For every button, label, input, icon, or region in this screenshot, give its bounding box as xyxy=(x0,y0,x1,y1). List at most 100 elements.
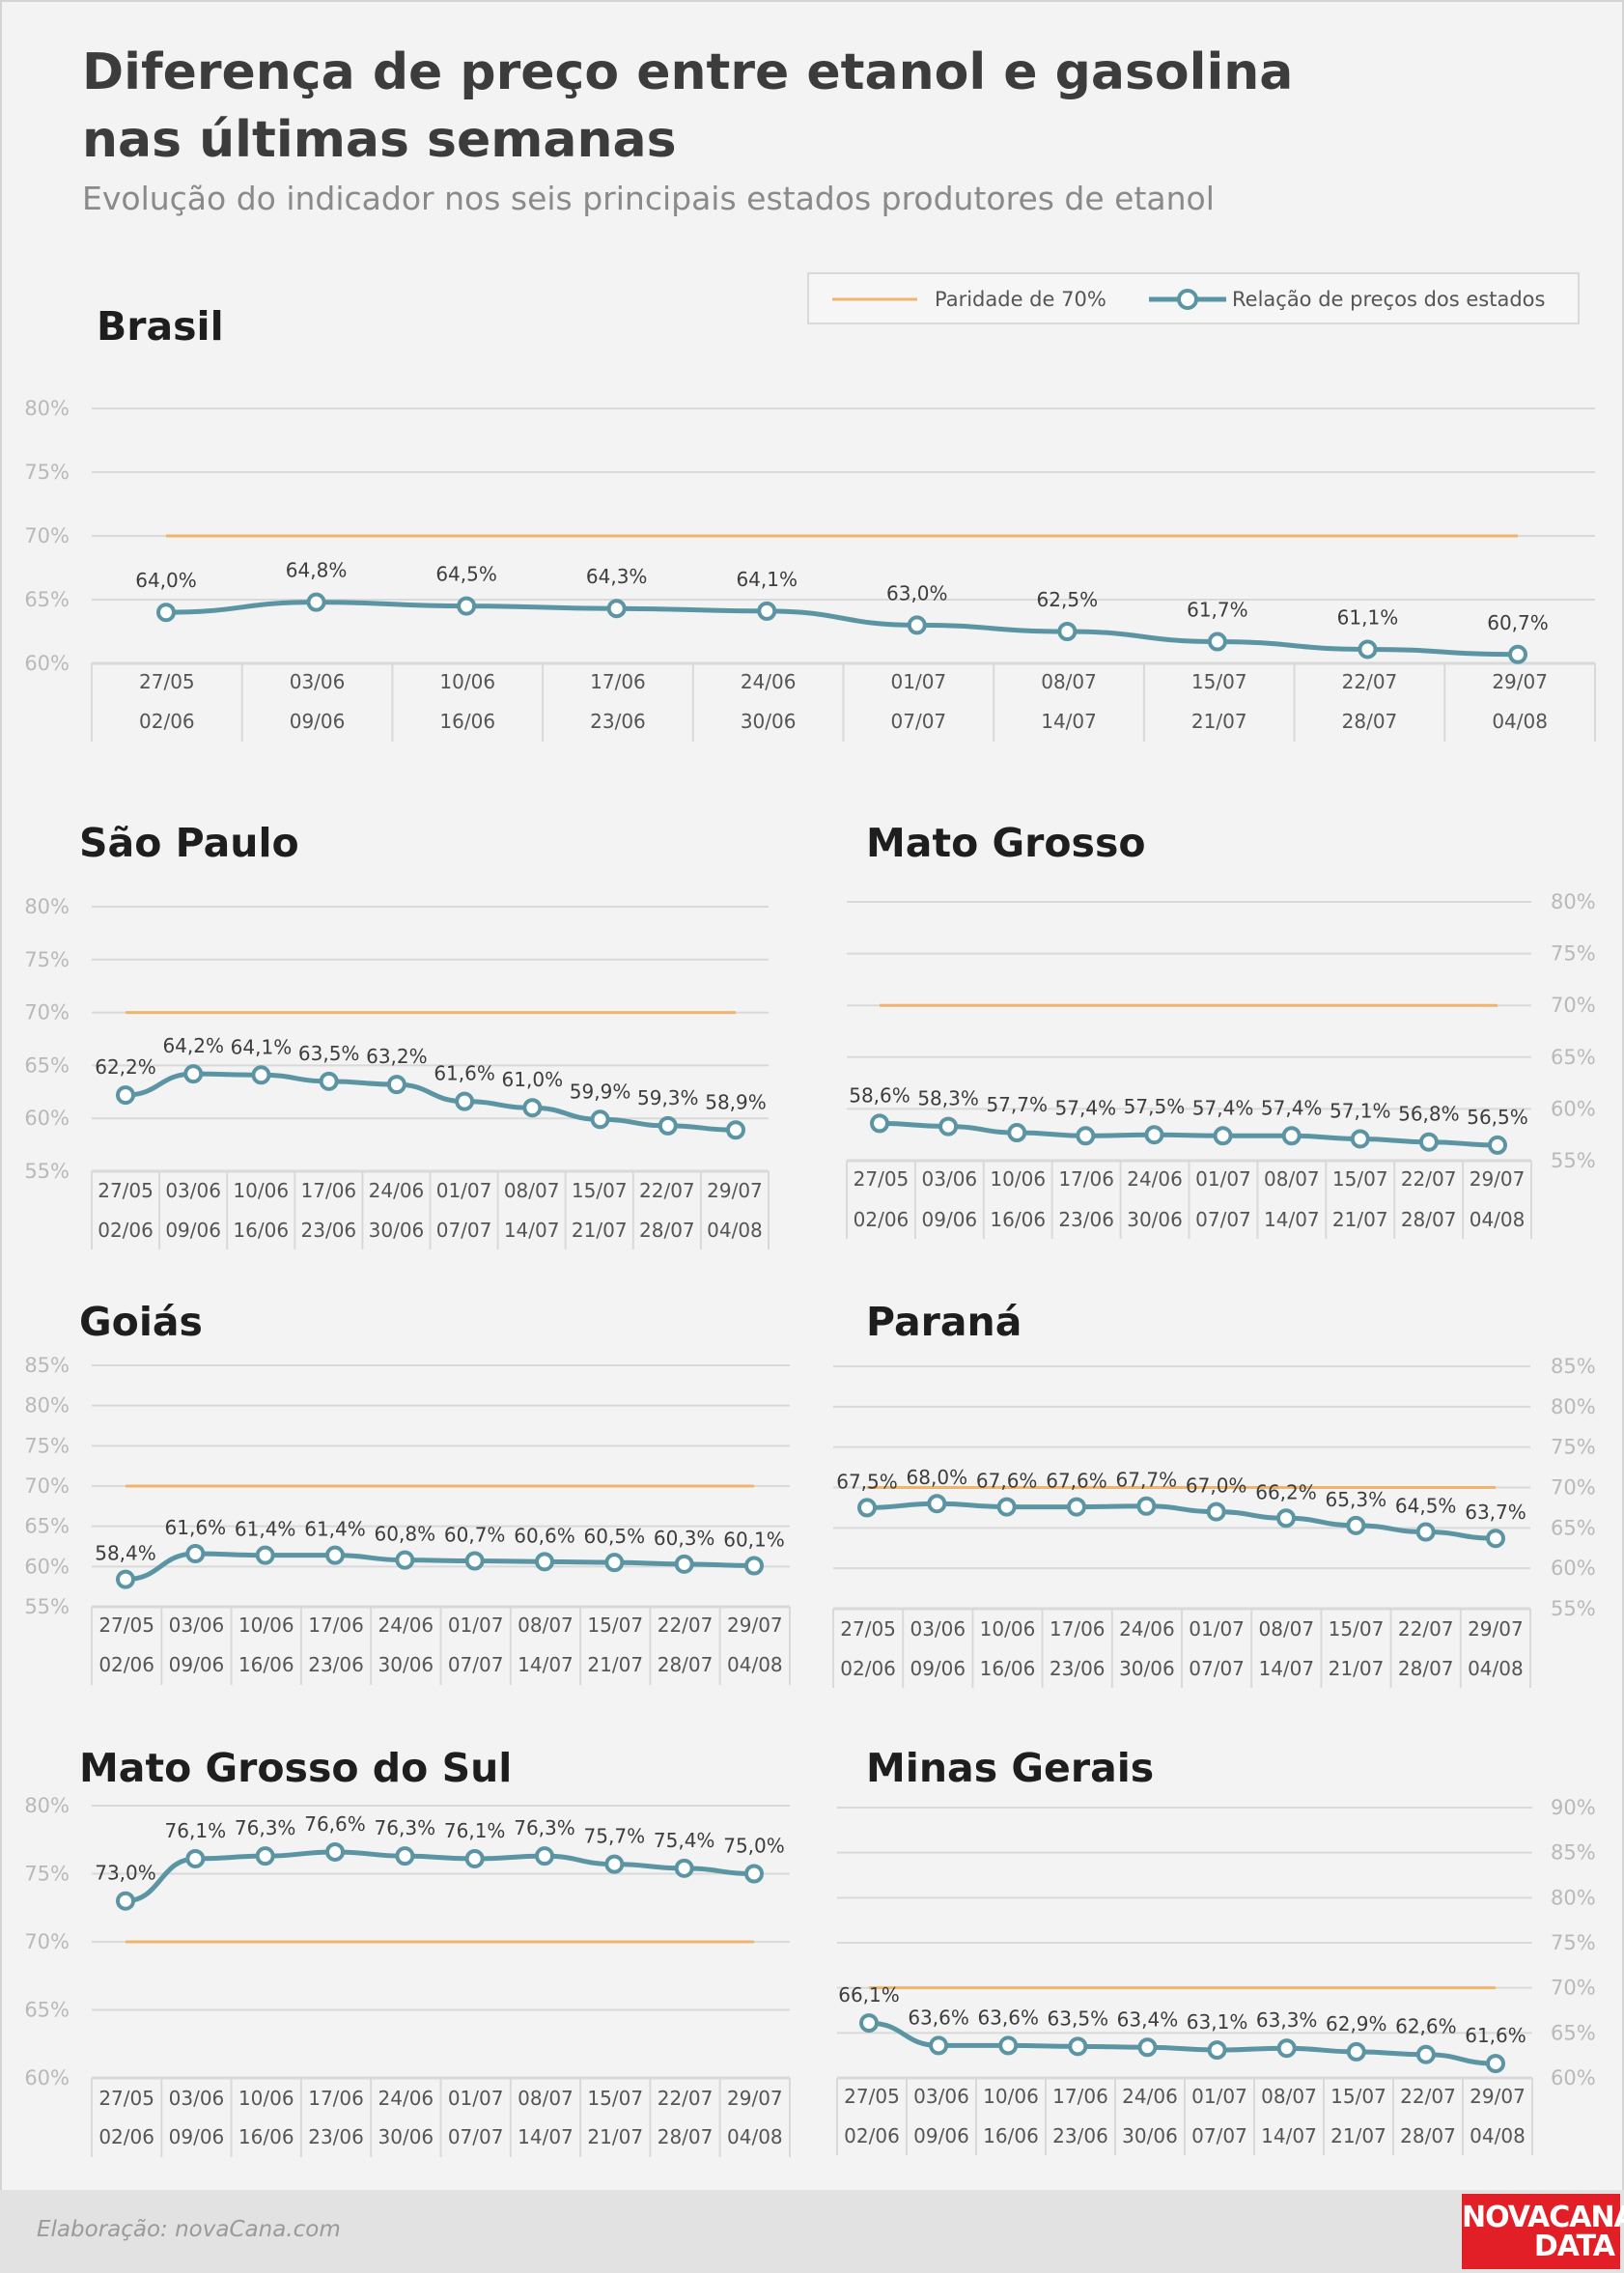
x-tick-end: 16/06 xyxy=(990,1208,1046,1231)
data-point xyxy=(907,615,927,635)
x-tick-end: 28/07 xyxy=(1398,1657,1454,1680)
data-label: 63,5% xyxy=(298,1042,360,1065)
x-tick-end: 14/07 xyxy=(1258,1657,1314,1680)
logo-line1: NOVACANA xyxy=(1462,2201,1624,2234)
x-tick-start: 27/05 xyxy=(139,670,195,693)
data-label: 67,7% xyxy=(1116,1469,1178,1492)
data-point xyxy=(1276,1508,1296,1529)
x-tick-start: 10/06 xyxy=(233,1179,289,1202)
data-label: 61,6% xyxy=(165,1516,227,1539)
data-point xyxy=(116,1569,135,1589)
data-point xyxy=(998,2035,1019,2056)
x-tick-start: 01/07 xyxy=(436,1179,492,1202)
data-label: 63,5% xyxy=(1048,2006,1109,2030)
y-tick-label: 55% xyxy=(24,1595,70,1618)
data-point xyxy=(325,1841,345,1862)
x-tick-end: 09/06 xyxy=(169,1653,225,1676)
legend-series-marker xyxy=(1177,289,1198,310)
data-point xyxy=(319,1071,339,1091)
series-line xyxy=(165,600,1519,658)
data-label: 61,0% xyxy=(502,1068,564,1091)
logo-line2: DATA xyxy=(1533,2230,1615,2263)
data-label: 75,7% xyxy=(584,1825,646,1848)
x-tick-start: 29/07 xyxy=(1492,670,1548,693)
y-tick-label: 80% xyxy=(24,397,70,420)
data-label: 76,1% xyxy=(444,1819,506,1842)
y-tick-label: 65% xyxy=(24,1053,70,1077)
y-tick-label: 65% xyxy=(1551,1516,1596,1539)
y-tick-label: 75% xyxy=(24,1434,70,1457)
x-tick-end: 07/07 xyxy=(448,1653,504,1676)
series-line xyxy=(125,1551,755,1583)
x-tick-end: 04/08 xyxy=(707,1219,763,1242)
x-tick-end: 07/07 xyxy=(436,1219,492,1242)
data-label: 57,1% xyxy=(1330,1099,1391,1122)
x-tick-end: 02/06 xyxy=(98,1653,154,1676)
x-tick-end: 04/08 xyxy=(1468,1657,1524,1680)
data-label: 67,0% xyxy=(1186,1474,1247,1498)
x-tick-end: 07/07 xyxy=(1191,2124,1247,2147)
data-point xyxy=(255,1545,275,1565)
series-line xyxy=(868,2020,1497,2066)
data-point xyxy=(1276,2038,1297,2059)
x-tick-start: 27/05 xyxy=(844,2085,900,2108)
data-label: 62,6% xyxy=(1395,2015,1457,2038)
x-tick-end: 09/06 xyxy=(165,1219,221,1242)
x-tick-start: 01/07 xyxy=(448,2087,504,2110)
data-label: 57,4% xyxy=(1192,1096,1254,1119)
y-tick-label: 70% xyxy=(24,1001,70,1024)
legend-swatches xyxy=(832,289,1226,310)
legend-series-label: Relação de preços dos estados xyxy=(1232,288,1546,311)
data-label: 60,3% xyxy=(654,1527,715,1550)
data-label: 58,4% xyxy=(95,1542,156,1565)
data-label: 58,3% xyxy=(917,1087,979,1110)
x-tick-start: 17/06 xyxy=(1050,1617,1106,1641)
x-tick-start: 17/06 xyxy=(1058,1167,1114,1191)
series-line xyxy=(125,1071,737,1133)
x-tick-start: 15/07 xyxy=(1191,670,1247,693)
data-point xyxy=(859,2013,879,2034)
chart-title: Mato Grosso do Sul xyxy=(79,1745,512,1791)
x-tick-start: 27/05 xyxy=(98,1614,154,1637)
data-label: 76,3% xyxy=(375,1816,436,1839)
data-point xyxy=(1488,1135,1507,1155)
data-point xyxy=(1207,631,1227,652)
chart-title: Paraná xyxy=(866,1299,1022,1345)
x-tick-start: 24/06 xyxy=(378,1614,434,1637)
data-label: 73,0% xyxy=(95,1862,156,1885)
data-point xyxy=(674,1858,694,1878)
x-tick-start: 15/07 xyxy=(1332,1167,1388,1191)
x-tick-start: 27/05 xyxy=(98,1179,154,1202)
data-point xyxy=(1281,1126,1302,1146)
data-label: 57,4% xyxy=(1261,1096,1323,1119)
x-tick-start: 10/06 xyxy=(980,1617,1036,1641)
y-tick-label: 65% xyxy=(24,1515,70,1538)
x-tick-start: 22/07 xyxy=(1401,1167,1457,1191)
x-tick-start: 03/06 xyxy=(169,1614,225,1637)
x-tick-end: 16/06 xyxy=(238,2125,294,2148)
x-tick-end: 14/07 xyxy=(518,1653,574,1676)
x-tick-end: 14/07 xyxy=(518,2125,574,2148)
x-tick-start: 22/07 xyxy=(658,1614,714,1637)
data-point xyxy=(927,1494,947,1514)
x-tick-start: 10/06 xyxy=(990,1167,1046,1191)
x-tick-end: 02/06 xyxy=(844,2124,900,2147)
data-point xyxy=(757,601,777,621)
data-label: 63,6% xyxy=(977,2006,1039,2029)
x-tick-start: 10/06 xyxy=(983,2085,1039,2108)
data-label: 56,8% xyxy=(1398,1103,1460,1126)
y-tick-label: 75% xyxy=(24,461,70,484)
data-label: 63,0% xyxy=(886,581,948,604)
x-tick-start: 08/07 xyxy=(504,1179,560,1202)
data-label: 63,1% xyxy=(1187,2010,1248,2034)
y-tick-label: 85% xyxy=(1551,1841,1596,1865)
y-tick-label: 80% xyxy=(24,1394,70,1417)
data-label: 58,6% xyxy=(849,1083,910,1107)
data-label: 64,5% xyxy=(1395,1495,1457,1518)
x-tick-start: 24/06 xyxy=(1119,1617,1175,1641)
x-tick-start: 08/07 xyxy=(518,1614,574,1637)
x-tick-end: 28/07 xyxy=(1400,2124,1456,2147)
y-tick-label: 65% xyxy=(24,588,70,611)
x-tick-end: 09/06 xyxy=(913,2124,969,2147)
